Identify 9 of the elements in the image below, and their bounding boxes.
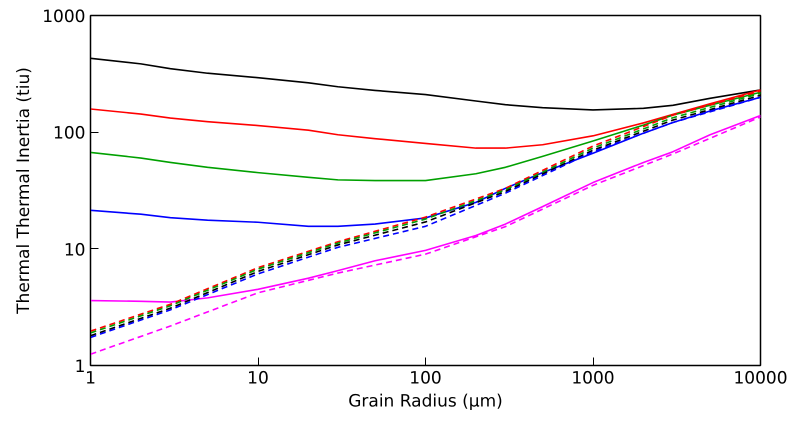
x-tick-label: 10 (247, 368, 269, 388)
x-tick-label: 10000 (733, 368, 788, 388)
y-tick-label: 1000 (42, 7, 86, 27)
y-tick-label: 10 (64, 240, 86, 260)
x-tick-label: 1000 (571, 368, 615, 388)
x-tick-label: 100 (409, 368, 442, 388)
x-axis-title: Grain Radius (μm) (348, 392, 503, 412)
y-axis-title: Thermal Thermal Inertia (tiu) (14, 67, 34, 315)
y-tick-label: 100 (53, 124, 86, 144)
